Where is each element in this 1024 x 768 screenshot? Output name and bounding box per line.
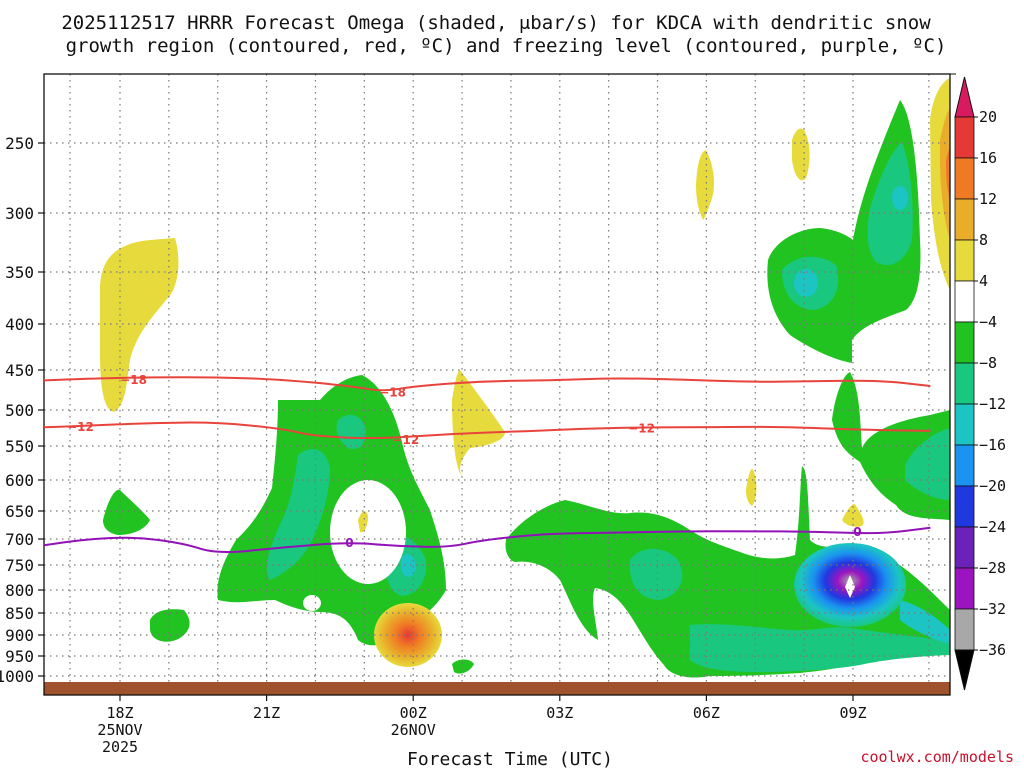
x-tick-label-3-0: 03Z xyxy=(546,704,573,722)
y-tick-label-950: 950 xyxy=(5,647,34,666)
ground-strip xyxy=(44,682,950,695)
omega-region-small-below xyxy=(452,659,474,674)
x-tick-label-0-1: 25NOV xyxy=(97,721,142,739)
contour-dgz_m12 xyxy=(43,421,931,440)
colorbar-segment-4 xyxy=(954,280,975,323)
colorbar-segment-12 xyxy=(954,608,975,651)
y-tick-label-1000: 1000 xyxy=(0,667,34,686)
y-tick-label-700: 700 xyxy=(5,530,34,549)
contour-label-dgz_m12-0: −12 xyxy=(67,420,94,434)
omega-region-downward-lower-band-inner-2 xyxy=(690,624,950,672)
omega-region-downward-upper-right-core-2 xyxy=(892,186,908,210)
x-tick-label-5-0: 09Z xyxy=(839,704,866,722)
omega-cell-upward-08z-250 xyxy=(792,128,810,181)
contour-label-dgz_m18-1: −18 xyxy=(379,386,406,400)
omega-cell-upward-0730z-650 xyxy=(746,469,757,506)
x-tick-label-1-0: 21Z xyxy=(253,704,280,722)
y-tick-label-600: 600 xyxy=(5,471,34,490)
y-tick-label-500: 500 xyxy=(5,401,34,420)
omega-region-downward-lower-band-inner-3 xyxy=(900,600,950,644)
omega-region-downward-central-inner-2 xyxy=(336,414,366,450)
y-axis: 250 300 350 400 450 500 550 600 650 700 750 800 850 9… xyxy=(0,73,956,686)
colorbar-segment-7 xyxy=(954,403,975,446)
colorbar: 20 16 12 8 4 −4 −8 −12 −16 −20 −24 −28 −32 −36 xyxy=(954,76,1006,691)
colorbar-segment-5 xyxy=(954,321,975,364)
colorbar-segment-3 xyxy=(954,239,975,282)
y-tick-label-850: 850 xyxy=(5,604,34,623)
colorbar-segment-11 xyxy=(954,567,975,610)
y-tick-label-250: 250 xyxy=(5,134,34,153)
x-tick-label-0-0: 18Z xyxy=(106,704,133,722)
y-tick-label-400: 400 xyxy=(5,315,34,334)
y-tick-label-750: 750 xyxy=(5,556,34,575)
colorbar-bottom-arrow xyxy=(954,649,975,691)
colorbar-segment-2 xyxy=(954,198,975,241)
contour-dgz_m18 xyxy=(43,376,931,392)
omega-region-downward-upper-right-inner xyxy=(867,142,913,266)
chart-title-line-1: 2025112517 HRRR Forecast Omega (shaded, … xyxy=(61,12,931,34)
colorbar-tick-label-2: 12 xyxy=(979,190,997,208)
credit-text: coolwx.com/models xyxy=(860,748,1014,766)
contour-label-dgz_m12-1: −12 xyxy=(392,433,419,447)
colorbar-tick-label-6: −8 xyxy=(979,354,997,372)
omega-hole-small xyxy=(303,595,321,611)
omega-cell-upward-right-edge-core xyxy=(946,148,950,200)
contour-label-dgz_m18-0: −18 xyxy=(120,373,147,387)
x-axis-label: Forecast Time (UTC) xyxy=(407,749,613,768)
omega-region-upward-upper-central xyxy=(452,370,505,476)
omega-cell-upward-09z-650 xyxy=(842,503,864,527)
colorbar-tick-label-12: −32 xyxy=(979,600,1006,618)
omega-region-upward-tiny xyxy=(358,511,368,533)
omega-region-small-left xyxy=(103,489,150,535)
grid-lines xyxy=(44,74,950,695)
colorbar-tick-label-11: −28 xyxy=(979,559,1006,577)
omega-hole xyxy=(330,480,406,584)
colorbar-tick-label-4: 4 xyxy=(979,272,988,290)
omega-region-downward-central-core xyxy=(400,554,416,577)
colorbar-tick-label-7: −12 xyxy=(979,395,1006,413)
colorbar-tick-label-3: 8 xyxy=(979,231,988,249)
x-tick-label-4-0: 06Z xyxy=(693,704,720,722)
y-tick-label-550: 550 xyxy=(5,437,34,456)
y-tick-label-650: 650 xyxy=(5,502,34,521)
colorbar-tick-label-1: 16 xyxy=(979,149,997,167)
omega-cell-upward-900 xyxy=(374,603,442,667)
y-tick-label-450: 450 xyxy=(5,361,34,380)
x-tick-label-2-1: 26NOV xyxy=(391,721,436,739)
omega-region-downward-upper-right-core xyxy=(794,269,818,297)
colorbar-segment-8 xyxy=(954,444,975,487)
contour-label-frz_0-0: 0 xyxy=(345,536,353,550)
colorbar-segment-9 xyxy=(954,485,975,528)
y-tick-label-300: 300 xyxy=(5,204,34,223)
colorbar-tick-label-0: 20 xyxy=(979,108,997,126)
x-tick-label-0-2: 2025 xyxy=(102,738,138,756)
colorbar-segment-6 xyxy=(954,362,975,405)
colorbar-segment-10 xyxy=(954,526,975,569)
colorbar-tick-label-13: −36 xyxy=(979,641,1006,659)
contour-lines: −18 −18 −12 −12 −12 0 0 xyxy=(43,373,931,553)
x-tick-label-2-0: 00Z xyxy=(400,704,427,722)
omega-region-small-left-2 xyxy=(150,609,190,642)
plot-frame xyxy=(43,73,951,696)
omega-cell-upward-06z-270 xyxy=(696,150,714,220)
y-tick-label-350: 350 xyxy=(5,263,34,282)
colorbar-tick-label-5: −4 xyxy=(979,313,997,331)
y-tick-label-900: 900 xyxy=(5,626,34,645)
omega-region-downward-lower-band-inner xyxy=(629,548,683,600)
contour-frz_0 xyxy=(43,526,931,553)
colorbar-tick-label-9: −20 xyxy=(979,477,1006,495)
omega-core-marker xyxy=(845,575,855,598)
colorbar-segment-1 xyxy=(954,157,975,200)
colorbar-segment-0 xyxy=(954,116,975,159)
chart-title-line-2: growth region (contoured, red, ºC) and f… xyxy=(66,35,947,57)
colorbar-tick-label-10: −24 xyxy=(979,518,1006,536)
colorbar-tick-label-8: −16 xyxy=(979,436,1006,454)
contour-label-frz_0-1: 0 xyxy=(853,525,861,539)
omega-cell-upward-right-edge-inner xyxy=(940,108,950,240)
contour-label-dgz_m12-2: −12 xyxy=(628,421,655,435)
y-tick-label-800: 800 xyxy=(5,581,34,600)
omega-shading xyxy=(100,78,950,678)
